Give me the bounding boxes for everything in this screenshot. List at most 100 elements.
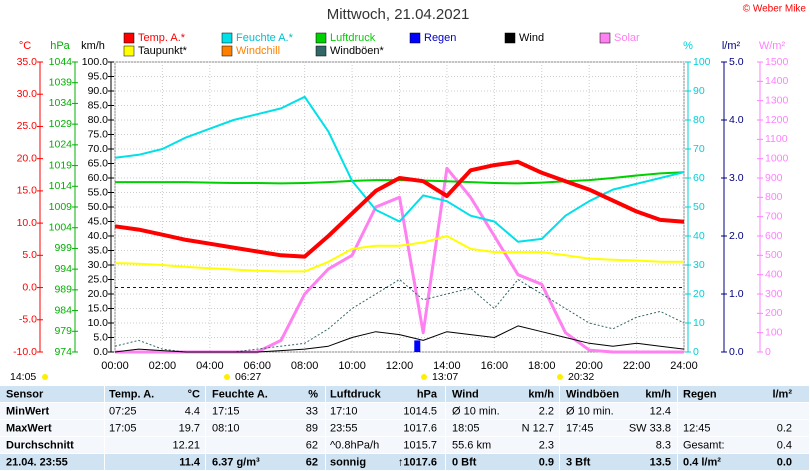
table-value: 23:55	[330, 422, 358, 434]
y-tick-label: 70	[693, 143, 705, 155]
y-tick-label: 1024	[49, 139, 73, 151]
y-tick-label: 20.0	[17, 152, 38, 164]
y-tick-label: 45.0	[88, 215, 109, 227]
y-tick-label: 1009	[49, 201, 73, 213]
x-tick-label: 10:00	[338, 360, 366, 372]
y-tick-label: 30	[693, 259, 705, 271]
x-tick-label: 08:00	[291, 360, 319, 372]
x-tick-label: 14:00	[433, 360, 461, 372]
x-tick-label: 16:00	[481, 360, 509, 372]
y-tick-label: 1500	[765, 56, 789, 68]
table-value: 17:45	[566, 422, 594, 434]
table-value: 33	[306, 405, 318, 417]
rain-bar	[414, 340, 421, 352]
y-tick-label: 25.0	[17, 120, 38, 132]
table-cell	[206, 403, 325, 419]
table-cell	[105, 420, 205, 436]
y-tick-label: 25.0	[88, 273, 109, 285]
table-cell	[446, 420, 559, 436]
table-value: 1014.5	[403, 405, 437, 417]
table-cell	[206, 454, 325, 470]
legend-swatch	[504, 32, 516, 44]
table-cell	[105, 403, 205, 419]
y-tick-label: 1044	[49, 56, 73, 68]
table-value: 17:15	[212, 405, 240, 417]
y-tick-label: 90.0	[88, 85, 109, 97]
table-value: 3 Bft	[566, 456, 591, 468]
y-tick-label: 1000	[765, 152, 789, 164]
y-tick-label: 80.0	[88, 114, 109, 126]
table-cell	[105, 454, 205, 470]
y-tick-label: 1200	[765, 114, 789, 126]
y-tick-label: 15.0	[88, 302, 109, 314]
y-tick-label: 1.0	[729, 288, 744, 300]
table-value: 19.7	[179, 422, 200, 434]
series-line	[114, 95, 685, 243]
table-cell	[446, 403, 559, 419]
y-tick-label: 999	[54, 242, 72, 254]
y-tick-label: 0.0	[22, 281, 37, 293]
table-cell	[326, 386, 445, 402]
y-tick-label: 5.0	[93, 331, 108, 343]
legend-label: Luftdruck	[330, 32, 376, 44]
table-cell	[560, 403, 677, 419]
y-tick-label: 1014	[49, 180, 73, 192]
table-cell	[678, 454, 809, 470]
y-tick-label: 30.0	[17, 88, 38, 100]
chart-title: Mittwoch, 21.04.2021	[327, 6, 470, 23]
table-value: 1017.6	[403, 422, 437, 434]
table-value: N 12.7	[522, 422, 554, 434]
y-tick-label: 30.0	[88, 259, 109, 271]
legend-label: Windböen*	[330, 45, 385, 57]
y-tick-label: 15.0	[17, 185, 38, 197]
x-tick-label: 18:00	[528, 360, 556, 372]
y-tick-label: 20	[693, 288, 705, 300]
legend-label: Regen	[424, 32, 456, 44]
y-tick-label: 974	[54, 346, 72, 358]
y-tick-label: 100.0	[82, 56, 108, 68]
legend-swatch	[221, 45, 233, 57]
table-value: 21.04. 23:55	[6, 456, 68, 468]
legend-swatch	[315, 32, 327, 44]
legend-swatch	[123, 32, 135, 44]
y-tick-label: 0.0	[93, 346, 108, 358]
legend-label: Feuchte A.*	[236, 32, 294, 44]
table-cell	[446, 437, 559, 453]
y-tick-label: 55.0	[88, 186, 109, 198]
legend-label: Solar	[614, 32, 640, 44]
y-tick-label: 50.0	[88, 201, 109, 213]
table-header: °C	[188, 388, 200, 400]
y-tick-label: 800	[765, 191, 783, 203]
sun-marker	[421, 374, 427, 380]
table-cell	[560, 386, 677, 402]
table-cell	[678, 437, 809, 453]
x-tick-label: 20:00	[575, 360, 603, 372]
table-value: 2.3	[539, 439, 554, 451]
table-header: Wind	[452, 388, 479, 400]
series-line	[114, 325, 685, 353]
axis-unit: l/m²	[722, 40, 741, 52]
y-tick-label: 35.0	[88, 244, 109, 256]
y-tick-label: 20.0	[88, 288, 109, 300]
legend-swatch	[599, 32, 611, 44]
table-value: 17:10	[330, 405, 358, 417]
y-tick-label: 90	[693, 85, 705, 97]
table-cell	[326, 437, 445, 453]
table-value: 0.4	[777, 439, 792, 451]
table-cell	[446, 386, 559, 402]
y-tick-label: 5.0	[22, 249, 37, 261]
table-value: SW 33.8	[629, 422, 671, 434]
y-tick-label: 979	[54, 325, 72, 337]
y-tick-label: 0	[765, 346, 771, 358]
table-header: hPa	[417, 388, 438, 400]
table-value: Gesamt:	[683, 439, 725, 451]
annotation: 06:27	[235, 371, 261, 383]
y-tick-label: 1019	[49, 159, 73, 171]
x-tick-label: 24:00	[670, 360, 698, 372]
table-value: 0.4 l/m²	[683, 456, 721, 468]
y-tick-label: -10.0	[13, 346, 37, 358]
sun-marker	[42, 374, 48, 380]
table-cell	[206, 420, 325, 436]
